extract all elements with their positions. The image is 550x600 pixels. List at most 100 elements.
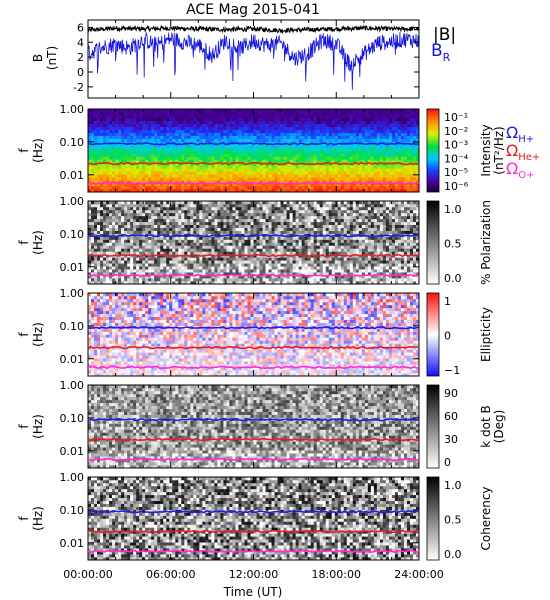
spectrogram-cell [220,129,224,134]
spectrogram-cell [391,129,396,134]
spectrogram-cell [118,147,122,151]
spectrogram-cell [100,269,104,273]
spectrogram-cell [100,189,104,193]
spectrogram-cell [94,236,98,240]
spectrogram-cell [112,171,116,175]
spectrogram-cell [310,171,314,175]
spectrogram-cell [373,126,378,131]
spectrogram-cell [304,114,308,119]
spectrogram-cell [94,153,98,157]
spectrogram-cell [232,248,236,252]
spectrogram-cell [130,275,134,279]
spectrogram-cell [178,147,182,151]
spectrogram-cell [400,117,405,122]
spectrogram-cell [259,150,263,154]
spectrogram-cell [106,120,110,125]
spectrogram-cell [367,162,372,166]
spectrogram-cell [220,278,224,282]
spectrogram-cell [328,186,333,190]
spectrogram-cell [337,109,342,113]
spectrogram-cell [274,156,278,160]
spectrogram-cell [331,141,336,145]
spectrogram-cell [415,180,420,184]
spectrogram-cell [349,263,354,267]
spectrogram-cell [103,245,107,249]
spectrogram-cell [313,135,317,139]
spectrogram-cell [286,109,290,113]
spectrogram-cell [127,251,131,255]
spectrogram-cell [388,129,393,134]
spectrogram-cell [271,150,275,154]
spectrogram-cell [160,117,164,122]
spectrogram-cell [316,248,320,252]
spectrogram-cell [151,171,155,175]
spectrogram-cell [298,180,302,184]
spectrogram-cell [340,150,345,154]
spectrogram-cell [391,147,396,151]
spectrogram-cell [259,236,263,240]
spectrogram-cell [244,123,248,128]
spectrogram-cell [118,278,122,282]
spectrogram-cell [100,123,104,128]
spectrogram-cell [178,278,182,282]
spectrogram-cell [100,177,104,181]
spectrogram-cell [385,147,390,151]
spectrogram-cell [118,165,122,169]
spectrogram-cell [118,159,122,163]
spectrogram-cell [175,156,179,160]
spectrogram-cell [364,281,369,285]
spectrogram-cell [367,245,372,249]
spectrogram-cell [226,257,230,261]
spectrogram-cell [310,189,314,193]
spectrogram-cell [352,180,357,184]
spectrogram-cell [193,117,197,122]
spectrogram-cell [364,275,369,279]
spectrogram-cell [184,120,188,125]
spectrogram-cell [208,135,212,139]
spectrogram-cell [241,281,245,285]
spectrogram-cell [223,189,227,193]
spectrogram-cell [91,177,95,181]
spectrogram-cell [304,123,308,128]
spectrogram-cell [232,266,236,270]
spectrogram-cell [304,269,308,273]
spectrogram-cell [238,257,242,261]
spectrogram-cell [235,174,239,178]
spectrogram-cell [199,275,203,279]
spectrogram-cell [112,263,116,267]
spectrogram-cell [163,150,167,154]
spectrogram-cell [382,272,387,276]
spectrogram-cell [97,183,101,187]
spectrogram-cell [355,135,360,139]
spectrogram-cell [118,138,122,142]
spectrogram-cell [268,281,272,285]
spectrogram-cell [295,183,299,187]
spectrogram-cell [157,260,161,264]
spectrogram-cell [112,236,116,240]
spectrogram-cell [406,144,411,148]
spectrogram-cell [262,171,266,175]
spectrogram-cell [409,117,414,122]
spectrogram-cell [208,260,212,264]
spectrogram-cell [271,120,275,125]
spectrogram-cell [292,266,296,270]
spectrogram-cell [265,269,269,273]
spectrogram-cell [400,168,405,172]
spectrogram-cell [319,269,324,273]
spectrogram-cell [316,186,320,190]
spectrogram-cell [274,109,278,113]
spectrogram-cell [376,186,381,190]
spectrogram-cell [178,189,182,193]
spectrogram-cell [232,260,236,264]
spectrogram-cell [94,186,98,190]
spectrogram-cell [364,248,369,252]
spectrogram-cell [406,111,411,116]
spectrogram-cell [160,257,164,261]
spectrogram-cell [124,257,128,261]
spectrogram-cell [286,174,290,178]
spectrogram-cell [181,132,185,136]
spectrogram-cell [226,245,230,249]
spectrogram-cell [115,126,119,131]
spectrogram-cell [172,180,176,184]
spectrogram-cell [304,189,308,193]
